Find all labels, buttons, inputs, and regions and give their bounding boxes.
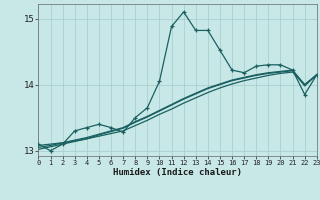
X-axis label: Humidex (Indice chaleur): Humidex (Indice chaleur)	[113, 168, 242, 177]
